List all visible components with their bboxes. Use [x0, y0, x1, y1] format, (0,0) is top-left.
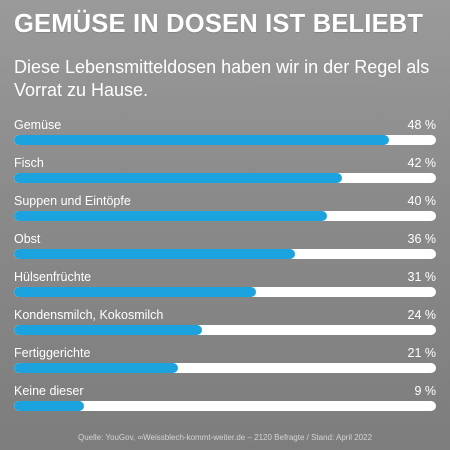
- bar-row: Kondensmilch, Kokosmilch 24 %: [14, 302, 436, 340]
- bar-chart: Gemüse 48 % Fisch 42 % Suppen und Eintöpfe 40…: [14, 112, 436, 416]
- bar-row: Obst 36 %: [14, 226, 436, 264]
- bar-track: [14, 173, 436, 183]
- bar-track: [14, 401, 436, 411]
- category-label: Fisch: [14, 156, 44, 170]
- bar: [14, 401, 85, 411]
- value-label: 21 %: [407, 346, 437, 360]
- bar: [14, 211, 327, 221]
- source-link[interactable]: Weissblech-kommt-weiter.de: [143, 433, 246, 442]
- category-label: Kondensmilch, Kokosmilch: [14, 308, 164, 322]
- source-details: – 2120 Befragte / Stand: April 2022: [247, 433, 373, 442]
- value-label: 31 %: [407, 270, 437, 284]
- bar-row: Gemüse 48 %: [14, 112, 436, 150]
- category-label: Fertiggerichte: [14, 346, 91, 360]
- bar-row: Fertiggerichte 21 %: [14, 340, 436, 378]
- source-footer: Quelle: YouGov, ∞Weissblech-kommt-weiter…: [0, 433, 450, 442]
- bar: [14, 287, 257, 297]
- value-label: 40 %: [407, 194, 437, 208]
- chart-subtitle: Diese Lebensmitteldosen haben wir in der…: [14, 57, 430, 100]
- link-icon: ∞: [137, 433, 144, 442]
- bar: [14, 249, 296, 259]
- bar-track: [14, 363, 436, 373]
- chart-title: GEMÜSE IN DOSEN IST BELIEBT: [14, 10, 424, 38]
- bar-track: [14, 249, 436, 259]
- bar: [14, 135, 390, 145]
- value-label: 24 %: [407, 308, 437, 322]
- category-label: Hülsenfrüchte: [14, 270, 92, 284]
- category-label: Obst: [14, 232, 41, 246]
- bar-row: Suppen und Eintöpfe 40 %: [14, 188, 436, 226]
- bar-row: Keine dieser 9 %: [14, 378, 436, 416]
- bar-row: Hülsenfrüchte 31 %: [14, 264, 436, 302]
- value-label: 48 %: [407, 118, 437, 132]
- bar: [14, 325, 202, 335]
- bar-track: [14, 325, 436, 335]
- bar: [14, 173, 343, 183]
- category-label: Keine dieser: [14, 384, 84, 398]
- value-label: 36 %: [407, 232, 437, 246]
- bar-track: [14, 287, 436, 297]
- value-label: 9 %: [414, 384, 436, 398]
- bar: [14, 363, 179, 373]
- value-label: 42 %: [407, 156, 437, 170]
- bar-track: [14, 135, 436, 145]
- bar-track: [14, 211, 436, 221]
- category-label: Suppen und Eintöpfe: [14, 194, 131, 208]
- source-label: Quelle: YouGov,: [77, 433, 136, 442]
- category-label: Gemüse: [14, 118, 62, 132]
- bar-row: Fisch 42 %: [14, 150, 436, 188]
